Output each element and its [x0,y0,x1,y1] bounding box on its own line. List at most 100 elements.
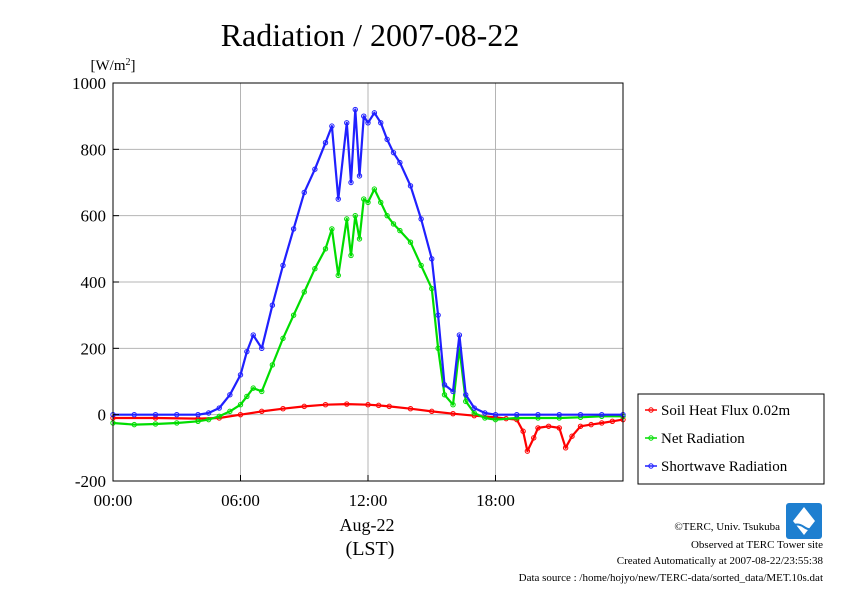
legend-label-shortwave-radiation: Shortwave Radiation [661,459,788,475]
data-point-series-1 [244,393,250,400]
data-point-series-1 [397,227,403,234]
data-point-series-2 [378,120,384,126]
data-point-series-2 [599,411,605,418]
footer-created: Created Automatically at 2007-08-22/23:5… [617,555,824,567]
data-point-series-0 [237,411,244,418]
data-point-series-2 [390,149,397,156]
data-point-series-2 [195,411,201,418]
data-point-series-1 [250,385,256,391]
data-point-series-1 [390,221,397,227]
data-point-series-1 [216,413,222,420]
data-point-series-2 [429,256,435,262]
x-axis-timezone-label: (LST) [346,538,395,560]
data-point-series-2 [471,405,477,411]
data-point-series-2 [216,405,222,411]
logo-diamond-icon [793,507,815,535]
y-tick-label: 600 [81,207,107,226]
data-point-series-1 [174,420,180,426]
tick-labels: -200 0 200 400 600 800 1000 00:00 06:00 12:00 18:0… [72,74,515,510]
data-point-series-2 [371,110,378,116]
data-point-series-0 [280,405,286,412]
data-point-series-2 [361,113,367,119]
data-point-series-0 [556,425,562,431]
data-point-series-2 [577,411,584,418]
data-point-series-0 [562,445,569,451]
data-point-series-0 [344,401,350,407]
data-point-series-2 [329,123,335,129]
legend-label-soil-heat-flux: Soil Heat Flux 0.02m [661,403,791,419]
data-point-series-1 [312,266,318,272]
data-point-series-2 [250,332,256,338]
data-point-series-1 [280,335,286,342]
data-point-series-0 [535,425,541,431]
data-point-series-2 [301,189,307,196]
data-point-series-0 [545,423,552,429]
data-point-series-1 [492,416,499,423]
data-point-series-2 [492,411,499,418]
data-point-series-2 [356,173,363,179]
data-point-series-0 [259,408,265,415]
data-point-series-0 [301,403,307,410]
data-point-series-2 [259,345,265,352]
footer-source: Data source : /home/hojyo/new/TERC-data/… [519,572,823,584]
data-point-series-2 [290,226,297,232]
x-axis-date-label: Aug-22 [340,515,395,535]
data-point-series-2 [450,388,456,395]
y-tick-label: -200 [75,472,106,491]
data-point-series-2 [174,411,180,418]
data-point-series-0 [407,405,414,412]
data-point-series-1 [418,262,424,269]
data-point-series-0 [531,435,537,441]
data-point-series-1 [348,252,354,259]
y-tick-label: 1000 [72,74,106,93]
legend-item-shortwave-radiation: Shortwave Radiation [645,459,788,475]
data-point-series-0 [524,448,531,454]
data-point-series-2 [463,392,469,398]
y-axis-unit: [W/m2] [91,57,136,75]
data-point-series-1 [329,226,335,232]
data-point-series-2 [441,382,448,388]
data-point-series-1 [301,289,307,295]
data-point-series-0 [609,418,616,424]
data-point-series-0 [322,402,329,408]
data-point-series-1 [290,312,297,318]
legend: Soil Heat Flux 0.02m Net Radiation Short… [637,393,825,485]
x-tick-label: 18:00 [476,491,515,510]
chart-title: Radiation / 2007-08-22 [221,17,520,53]
y-tick-label: 400 [81,273,107,292]
legend-label-net-radiation: Net Radiation [661,431,745,447]
data-point-series-2 [322,140,329,146]
data-point-series-2 [348,179,354,186]
data-point-series-0 [569,433,575,439]
data-point-series-1 [407,239,414,245]
data-point-series-1 [205,416,212,423]
data-point-series-1 [365,199,371,206]
data-point-series-1 [482,415,488,421]
data-point-series-1 [269,362,276,368]
footer-copyright: ©TERC, Univ. Tsukuba [674,521,780,533]
data-point-series-1 [471,410,477,416]
data-point-series-1 [441,392,448,398]
data-point-series-1 [227,408,233,415]
x-tick-label: 12:00 [349,491,388,510]
data-point-series-1 [450,402,456,408]
data-point-series-2 [280,262,286,269]
data-point-series-1 [429,285,435,292]
data-point-series-2 [131,411,137,418]
data-point-series-1 [463,398,469,405]
data-point-series-2 [244,348,250,355]
data-point-series-1 [361,196,367,202]
data-point-series-1 [131,421,137,428]
data-point-series-0 [588,421,594,428]
legend-box [637,393,825,485]
terc-logo [786,503,822,539]
data-point-series-2 [335,196,341,202]
data-point-series-2 [227,392,233,398]
x-tick-label: 00:00 [94,491,133,510]
data-point-series-2 [352,106,358,113]
data-point-series-2 [312,166,318,172]
data-point-series-2 [435,312,441,318]
data-point-series-2 [152,411,159,418]
data-point-series-1 [352,212,358,219]
